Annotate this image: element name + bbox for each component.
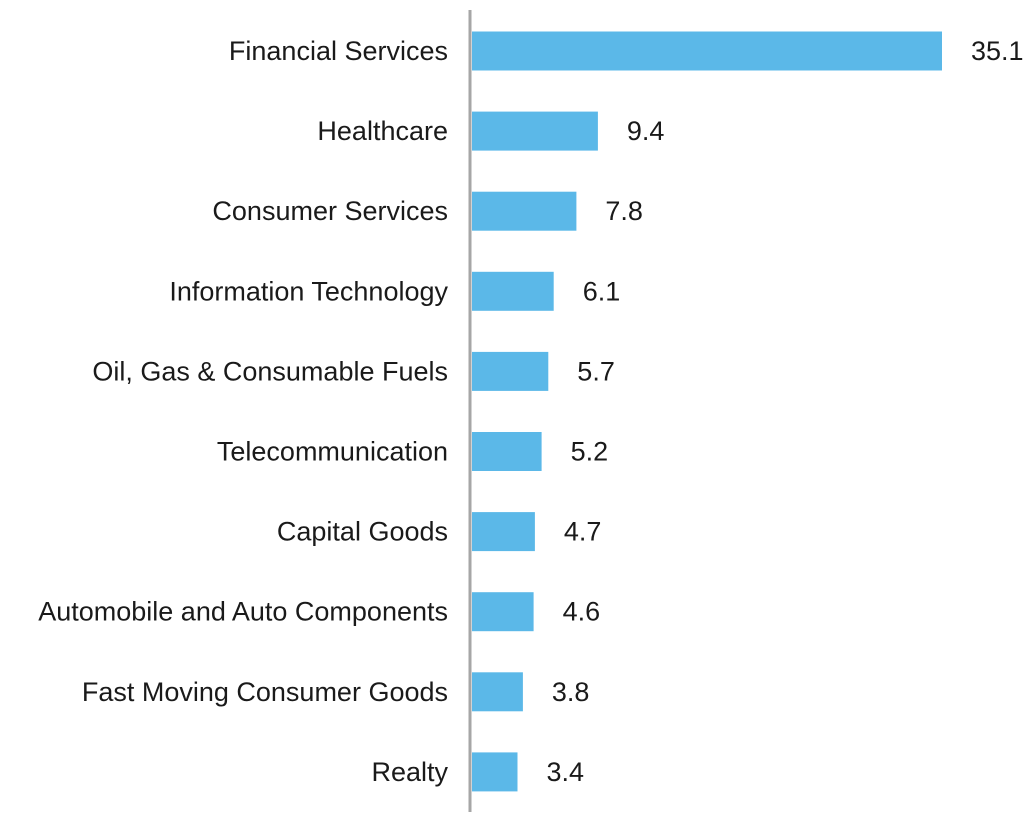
value-labels-group: 35.1 9.4 7.8 6.1 5.7 5.2 4.7 4.6 3.8 3.4 [547, 36, 1024, 787]
value-label-healthcare: 9.4 [627, 116, 665, 146]
value-label-consumer-services: 7.8 [605, 196, 643, 226]
category-label-telecommunication: Telecommunication [217, 437, 448, 467]
value-label-fast-moving-consumer-goods: 3.8 [552, 677, 590, 707]
bars-group [472, 31, 942, 792]
value-label-telecommunication: 5.2 [571, 437, 609, 467]
bar-capital-goods [472, 512, 535, 552]
value-label-capital-goods: 4.7 [564, 517, 602, 547]
value-label-information-technology: 6.1 [583, 276, 621, 306]
bar-automobile-and-auto-components [472, 592, 534, 632]
bar-realty [472, 752, 518, 792]
category-label-financial-services: Financial Services [229, 36, 448, 66]
bar-financial-services [472, 31, 942, 71]
bar-information-technology [472, 271, 554, 311]
value-label-financial-services: 35.1 [971, 36, 1024, 66]
bar-healthcare [472, 111, 598, 151]
category-label-fast-moving-consumer-goods: Fast Moving Consumer Goods [82, 677, 448, 707]
bar-oil-gas-and-consumable-fuels [472, 351, 549, 391]
category-label-capital-goods: Capital Goods [277, 517, 448, 547]
bar-telecommunication [472, 432, 542, 471]
category-label-realty: Realty [371, 757, 448, 787]
bar-fast-moving-consumer-goods [472, 672, 523, 712]
category-labels-group: Financial Services Healthcare Consumer Ser… [38, 36, 448, 787]
category-label-automobile-and-auto-components: Automobile and Auto Components [38, 597, 448, 627]
category-label-consumer-services: Consumer Services [212, 196, 448, 226]
category-label-healthcare: Healthcare [317, 116, 448, 146]
category-label-information-technology: Information Technology [169, 276, 448, 306]
category-label-oil-gas-and-consumable-fuels: Oil, Gas & Consumable Fuels [92, 356, 448, 386]
value-label-oil-gas-and-consumable-fuels: 5.7 [577, 356, 615, 386]
value-label-automobile-and-auto-components: 4.6 [563, 597, 601, 627]
bar-consumer-services [472, 191, 577, 231]
value-label-realty: 3.4 [547, 757, 585, 787]
